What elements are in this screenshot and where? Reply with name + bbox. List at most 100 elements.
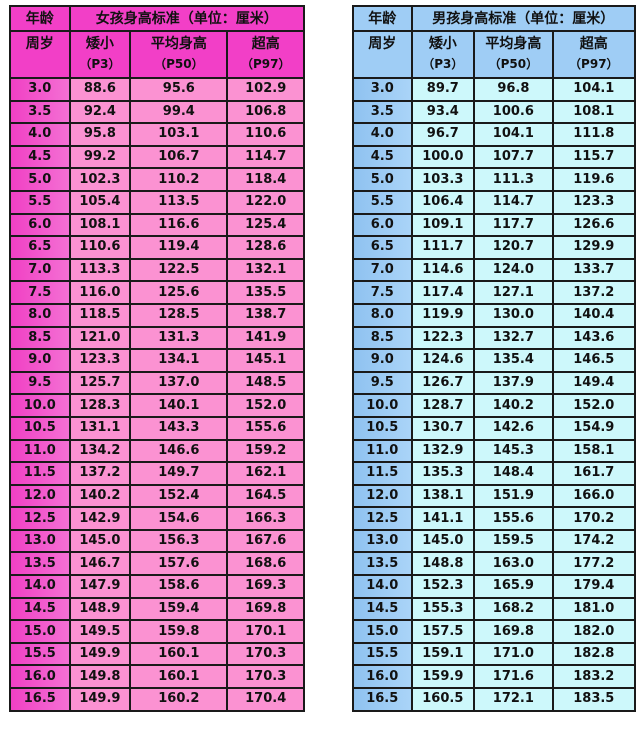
column-header-p97: 超高 （P97） bbox=[551, 30, 637, 79]
p3-cell: 149.9 bbox=[68, 687, 132, 712]
p3-cell: 118.5 bbox=[68, 302, 132, 328]
p3-cell: 96.7 bbox=[410, 122, 476, 147]
p97-cell: 182.8 bbox=[551, 641, 637, 667]
age-cell: 9.0 bbox=[9, 348, 71, 373]
p50-cell: 110.2 bbox=[129, 167, 229, 192]
p97-cell: 118.4 bbox=[226, 167, 305, 192]
p97-cell: 155.6 bbox=[226, 415, 305, 441]
table-row: 6.0 109.1 117.7 126.6 bbox=[352, 212, 637, 238]
p3-cell: 125.7 bbox=[68, 370, 132, 396]
table-row: 9.5 126.7 137.9 149.4 bbox=[352, 370, 637, 396]
p50-cell: 140.2 bbox=[473, 393, 554, 418]
table-row: 12.0 138.1 151.9 166.0 bbox=[352, 483, 637, 509]
p3-cell: 142.9 bbox=[68, 506, 132, 531]
age-cell: 5.5 bbox=[352, 189, 413, 215]
p97-cell: 170.3 bbox=[226, 641, 305, 667]
p50-cell: 111.3 bbox=[473, 167, 554, 192]
age-cell: 10.0 bbox=[352, 393, 413, 418]
column-sub: （P97） bbox=[240, 57, 291, 71]
p97-cell: 148.5 bbox=[226, 370, 305, 396]
table-row: 15.5 159.1 171.0 182.8 bbox=[352, 641, 637, 667]
column-label: 矮小 bbox=[428, 36, 457, 52]
table-row: 5.0 102.3 110.2 118.4 bbox=[9, 167, 305, 192]
p50-cell: 160.2 bbox=[129, 687, 229, 712]
table-title: 男孩身高标准（单位：厘米） bbox=[410, 5, 637, 32]
p97-cell: 129.9 bbox=[551, 235, 637, 260]
p50-cell: 156.3 bbox=[129, 528, 229, 554]
p3-cell: 103.3 bbox=[410, 167, 476, 192]
table-row: 15.5 149.9 160.1 170.3 bbox=[9, 641, 305, 667]
p3-cell: 148.9 bbox=[68, 596, 132, 622]
p97-cell: 170.3 bbox=[226, 664, 305, 690]
age-cell: 13.5 bbox=[352, 551, 413, 577]
age-cell: 8.0 bbox=[352, 302, 413, 328]
age-cell: 16.0 bbox=[352, 664, 413, 690]
age-header: 年龄 bbox=[9, 5, 71, 32]
p3-cell: 89.7 bbox=[410, 77, 476, 102]
age-cell: 9.0 bbox=[352, 348, 413, 373]
table-row: 7.5 116.0 125.6 135.5 bbox=[9, 280, 305, 305]
age-cell: 14.5 bbox=[352, 596, 413, 622]
table-row: 15.0 149.5 159.8 170.1 bbox=[9, 619, 305, 644]
p3-cell: 100.0 bbox=[410, 144, 476, 170]
age-cell: 12.0 bbox=[352, 483, 413, 509]
age-cell: 4.0 bbox=[352, 122, 413, 147]
p97-cell: 183.5 bbox=[551, 687, 637, 712]
p50-cell: 157.6 bbox=[129, 551, 229, 577]
p3-cell: 88.6 bbox=[68, 77, 132, 102]
p3-cell: 113.3 bbox=[68, 257, 132, 283]
p50-cell: 158.6 bbox=[129, 574, 229, 599]
column-sub: （P97） bbox=[569, 57, 619, 71]
age-cell: 11.0 bbox=[352, 438, 413, 464]
p50-cell: 143.3 bbox=[129, 415, 229, 441]
p50-cell: 151.9 bbox=[473, 483, 554, 509]
table-row: 13.5 146.7 157.6 168.6 bbox=[9, 551, 305, 577]
p3-cell: 122.3 bbox=[410, 325, 476, 351]
p3-cell: 157.5 bbox=[410, 619, 476, 644]
p50-cell: 160.1 bbox=[129, 664, 229, 690]
p3-cell: 126.7 bbox=[410, 370, 476, 396]
table-row: 3.0 88.6 95.6 102.9 bbox=[9, 77, 305, 102]
age-cell: 12.5 bbox=[9, 506, 71, 531]
age-cell: 11.5 bbox=[352, 461, 413, 486]
girls-height-table: 年龄 女孩身高标准（单位：厘米） 周岁 矮小 （P3） 平均身高 （P50） 超高 （… bbox=[9, 5, 306, 712]
p97-cell: 106.8 bbox=[226, 99, 305, 125]
p50-cell: 107.7 bbox=[473, 144, 554, 170]
p3-cell: 152.3 bbox=[410, 574, 476, 599]
p50-cell: 152.4 bbox=[129, 483, 229, 509]
p97-cell: 170.1 bbox=[226, 619, 305, 644]
p50-cell: 145.3 bbox=[473, 438, 554, 464]
table-row: 9.0 123.3 134.1 145.1 bbox=[9, 348, 305, 373]
table-row: 11.0 132.9 145.3 158.1 bbox=[352, 438, 637, 464]
p3-cell: 128.3 bbox=[68, 393, 132, 418]
p3-cell: 111.7 bbox=[410, 235, 476, 260]
age-cell: 10.5 bbox=[9, 415, 71, 441]
age-header: 年龄 bbox=[352, 5, 413, 32]
table-row: 15.0 157.5 169.8 182.0 bbox=[352, 619, 637, 644]
table-row: 8.5 122.3 132.7 143.6 bbox=[352, 325, 637, 351]
p50-cell: 168.2 bbox=[473, 596, 554, 622]
table-row: 5.5 105.4 113.5 122.0 bbox=[9, 189, 305, 215]
column-label: 超高 bbox=[251, 36, 280, 52]
table-row: 14.0 147.9 158.6 169.3 bbox=[9, 574, 305, 599]
p97-cell: 167.6 bbox=[226, 528, 305, 554]
table-row: 9.0 124.6 135.4 146.5 bbox=[352, 348, 637, 373]
p3-cell: 119.9 bbox=[410, 302, 476, 328]
p50-cell: 117.7 bbox=[473, 212, 554, 238]
age-cell: 16.0 bbox=[9, 664, 71, 690]
p50-cell: 154.6 bbox=[129, 506, 229, 531]
age-cell: 14.0 bbox=[9, 574, 71, 599]
p97-cell: 162.1 bbox=[226, 461, 305, 486]
age-cell: 5.0 bbox=[352, 167, 413, 192]
p50-cell: 100.6 bbox=[473, 99, 554, 125]
p50-cell: 134.1 bbox=[129, 348, 229, 373]
p50-cell: 99.4 bbox=[129, 99, 229, 125]
p97-cell: 133.7 bbox=[551, 257, 637, 283]
p50-cell: 120.7 bbox=[473, 235, 554, 260]
age-cell: 9.5 bbox=[9, 370, 71, 396]
column-label: 平均身高 bbox=[150, 36, 207, 52]
age-cell: 9.5 bbox=[352, 370, 413, 396]
p97-cell: 122.0 bbox=[226, 189, 305, 215]
age-unit-header: 周岁 bbox=[352, 30, 413, 79]
p50-cell: 127.1 bbox=[473, 280, 554, 305]
